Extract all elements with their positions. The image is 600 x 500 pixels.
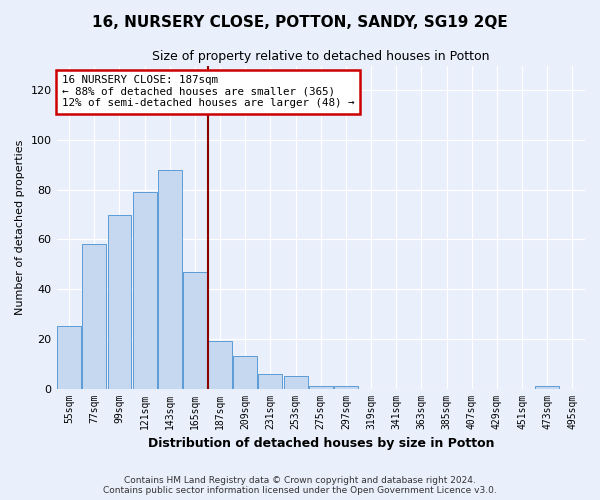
Y-axis label: Number of detached properties: Number of detached properties: [15, 140, 25, 314]
Bar: [107, 214, 131, 388]
Bar: [183, 272, 207, 388]
Bar: [309, 386, 333, 388]
Text: 16, NURSERY CLOSE, POTTON, SANDY, SG19 2QE: 16, NURSERY CLOSE, POTTON, SANDY, SG19 2…: [92, 15, 508, 30]
Bar: [535, 386, 559, 388]
Bar: [82, 244, 106, 388]
Bar: [334, 386, 358, 388]
Title: Size of property relative to detached houses in Potton: Size of property relative to detached ho…: [152, 50, 490, 63]
Bar: [259, 374, 283, 388]
Bar: [57, 326, 81, 388]
Text: Contains HM Land Registry data © Crown copyright and database right 2024.
Contai: Contains HM Land Registry data © Crown c…: [103, 476, 497, 495]
Bar: [133, 192, 157, 388]
Bar: [208, 342, 232, 388]
Bar: [158, 170, 182, 388]
Bar: [284, 376, 308, 388]
X-axis label: Distribution of detached houses by size in Potton: Distribution of detached houses by size …: [148, 437, 494, 450]
Text: 16 NURSERY CLOSE: 187sqm
← 88% of detached houses are smaller (365)
12% of semi-: 16 NURSERY CLOSE: 187sqm ← 88% of detach…: [62, 75, 355, 108]
Bar: [233, 356, 257, 388]
